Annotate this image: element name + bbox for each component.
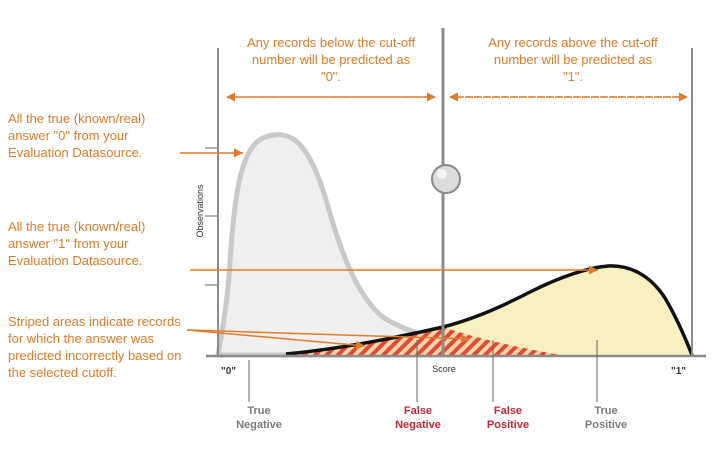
false-negative-label: False Negative [395,405,441,431]
true-positive-label: True Positive [584,405,628,431]
positive-distribution [443,265,692,355]
cutoff-slider-handle[interactable] [431,164,461,194]
true1-note: All the true (known/real) answer "1" fro… [8,219,146,268]
x-axis-label: Score [432,364,456,374]
true0-note: All the true (known/real) answer "0" fro… [8,111,146,160]
y-axis-label: Observations [195,184,205,238]
striped-note: Striped areas indicate records for which… [8,314,182,380]
false-negative-area [290,327,443,355]
negative-distribution [215,132,498,358]
x-tick-zero: "0" [221,366,237,377]
below-cutoff-note: Any records below the cut-off number wil… [246,35,416,84]
pointer-striped-b [186,329,471,344]
true-negative-label: True Negative [236,405,282,431]
false-positive-label: False Positive [486,405,530,431]
x-tick-one: "1" [671,366,687,377]
false-positive-area [443,327,560,355]
above-cutoff-note: Any records above the cut-off number wil… [488,35,658,84]
cutoff-slider-highlight [437,169,447,179]
pointer-striped-a [186,329,366,350]
